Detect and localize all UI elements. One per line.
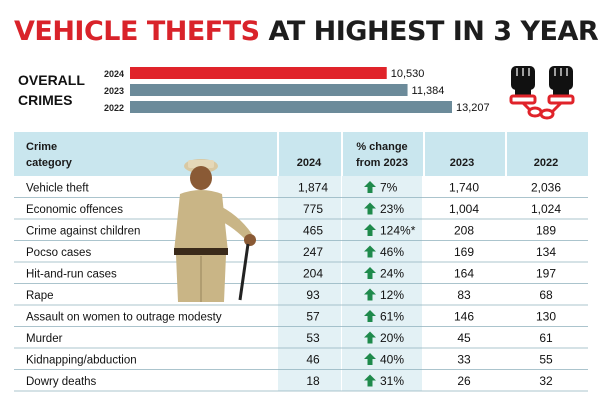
row-2024: 57 [306, 310, 320, 324]
row-change: 24% [380, 267, 404, 281]
row-change: 61% [380, 310, 404, 324]
row-2022: 61 [539, 331, 553, 345]
row-2023: 164 [454, 267, 474, 281]
header-change-line1: % change [356, 141, 407, 153]
row-change: 40% [380, 353, 404, 367]
overall-bar-2023 [130, 84, 408, 96]
up-arrow-icon [364, 181, 376, 193]
row-2024: 775 [303, 202, 323, 216]
overall-crimes-bar-chart: 2024 10,530 2023 11,384 2022 13,207 [104, 67, 490, 114]
row-category: Rape [26, 290, 54, 302]
row-2023: 26 [457, 374, 471, 388]
header-category-line2: category [26, 157, 73, 169]
headline-highlight: VEHICLE THEFTS [14, 16, 260, 47]
row-2024: 46 [306, 353, 320, 367]
row-category: Hit-and-run cases [26, 269, 117, 281]
headline: VEHICLE THEFTS AT HIGHEST IN 3 YEARS [14, 18, 600, 45]
row-2024: 204 [303, 267, 323, 281]
row-2024: 93 [306, 288, 320, 302]
overall-crimes-label: OVERALL CRIMES [18, 70, 85, 110]
up-arrow-icon [364, 288, 376, 301]
row-2023: 146 [454, 310, 474, 324]
up-arrow-icon [364, 267, 376, 279]
header-2023: 2023 [450, 157, 474, 169]
overall-bar-year-2023: 2023 [104, 86, 124, 96]
up-arrow-icon [364, 202, 376, 215]
row-2022: 197 [536, 267, 556, 281]
handcuffed-fists-icon [509, 66, 575, 120]
up-arrow-icon [364, 353, 376, 365]
header-2022: 2022 [534, 157, 558, 169]
row-2022: 68 [539, 288, 553, 302]
row-change: 20% [380, 331, 404, 345]
row-category: Vehicle theft [26, 183, 89, 195]
overall-bar-2024 [130, 67, 387, 79]
row-2022: 55 [539, 353, 553, 367]
row-change: 7% [380, 181, 398, 195]
row-2022: 134 [536, 245, 556, 259]
row-category: Dowry deaths [26, 376, 97, 388]
row-2022: 189 [536, 224, 556, 238]
row-change: 23% [380, 202, 404, 216]
row-2024: 18 [306, 374, 320, 388]
overall-label-line1: OVERALL [18, 72, 85, 88]
row-category: Murder [26, 333, 63, 345]
header-category-line1: Crime [26, 141, 57, 153]
table-header-bg [14, 132, 588, 176]
up-arrow-icon [364, 331, 376, 344]
row-2023: 83 [457, 288, 471, 302]
overall-bar-value-2023: 11,384 [412, 85, 445, 97]
policeman-illustration [174, 159, 256, 302]
row-2022: 32 [539, 374, 553, 388]
row-change: 12% [380, 288, 404, 302]
row-2023: 45 [457, 331, 471, 345]
row-2023: 208 [454, 224, 474, 238]
row-2024: 1,874 [298, 181, 328, 195]
row-category: Economic offences [26, 204, 123, 216]
row-category: Crime against children [26, 226, 140, 238]
row-category: Assault on women to outrage modesty [26, 312, 222, 324]
row-change: 124%* [380, 224, 416, 238]
overall-bar-year-2022: 2022 [104, 103, 124, 113]
row-category: Kidnapping/abduction [26, 355, 137, 367]
up-arrow-icon [364, 245, 376, 258]
row-2023: 33 [457, 353, 471, 367]
row-category: Pocso cases [26, 247, 91, 259]
row-change: 31% [380, 374, 404, 388]
up-arrow-icon [364, 224, 376, 236]
row-2022: 1,024 [531, 202, 561, 216]
overall-bar-value-2024: 10,530 [391, 68, 425, 80]
row-2023: 1,004 [449, 202, 479, 216]
header-change-line2: from 2023 [356, 157, 408, 169]
overall-bar-year-2024: 2024 [104, 69, 124, 79]
crime-table: Crime category 2024 % change from 2023 2023 20… [14, 132, 588, 392]
row-change: 46% [380, 245, 404, 259]
up-arrow-icon [364, 310, 376, 322]
row-2024: 247 [303, 245, 323, 259]
up-arrow-icon [364, 374, 376, 387]
row-2023: 1,740 [449, 181, 479, 195]
crime-table-wrap: Crime category 2024 % change from 2023 2023 20… [14, 132, 588, 394]
row-2023: 169 [454, 245, 474, 259]
row-2022: 130 [536, 310, 556, 324]
row-2024: 53 [306, 331, 320, 345]
overall-bar-value-2022: 13,207 [456, 102, 490, 114]
header-2024: 2024 [297, 157, 322, 169]
overall-label-line2: CRIMES [18, 92, 73, 108]
overall-bar-2022 [130, 101, 452, 113]
row-2024: 465 [303, 224, 323, 238]
row-2022: 2,036 [531, 181, 561, 195]
headline-rest: AT HIGHEST IN 3 YEARS [268, 16, 600, 47]
